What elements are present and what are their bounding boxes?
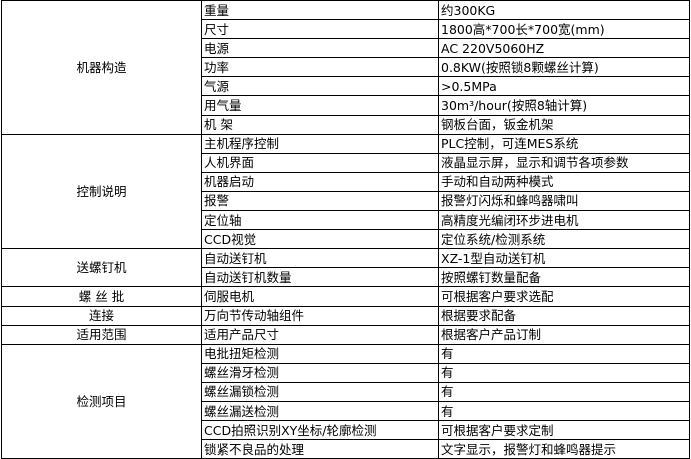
item-cell: 报警 [201, 190, 439, 212]
value-cell: 可根据客户要求定制 [438, 420, 690, 441]
value-cell: 30m³/hour(按照8轴计算) [438, 95, 690, 116]
table-row: 连接 万向节传动轴组件 根据要求配备 [1, 305, 690, 326]
category-cell: 适用范围 [1, 324, 202, 345]
value-cell: 文字显示，报警灯和蜂鸣器提示 [438, 439, 690, 459]
category-cell: 控制说明 [1, 133, 202, 250]
item-cell: 自动送钉机数量 [201, 267, 439, 288]
value-cell: 按照螺钉数量配备 [438, 267, 690, 288]
value-cell: 手动和自动两种模式 [438, 171, 690, 192]
item-cell: 气源 [201, 76, 439, 97]
table-row: 功率 0.8KW(按照锁8颗螺丝计算) [2, 57, 690, 78]
item-cell: 电源 [201, 38, 439, 59]
item-cell: 锁紧不良品的处理 [201, 439, 439, 459]
table-row: 机 架钢板台面，钣金机架 [2, 114, 690, 135]
value-cell: 有 [438, 362, 690, 383]
table-row: 人机界面 液晶显示屏，显示和调节各项参数 [2, 152, 690, 173]
category-cell: 检测项目 [1, 343, 202, 459]
table-row: 适用范围 适用产品尺寸 根据客户产品订制 [1, 324, 690, 345]
value-cell: 0.8KW(按照锁8颗螺丝计算) [438, 57, 690, 78]
item-cell: 重量 [201, 0, 439, 21]
table-row: 机器构造 重量 约300KG [1, 0, 690, 135]
table-row: 机器启动 手动和自动两种模式 [2, 171, 690, 192]
table-row: 定位轴 高精度光编闭环步进电机 [2, 210, 690, 231]
value-cell: 根据客户产品订制 [438, 324, 690, 345]
value-cell: AC 220V5060HZ [438, 38, 690, 59]
category-cell: 送螺钉机 [1, 248, 202, 288]
item-cell: 适用产品尺寸 [201, 324, 439, 345]
category-cell: 连接 [1, 305, 202, 326]
table-row: 报警 报警灯闪烁和蜂鸣器啸叫 [2, 190, 690, 212]
item-cell: 螺丝漏送检测 [201, 400, 439, 422]
value-cell: PLC控制，可连MES系统 [438, 133, 690, 154]
value-cell: 约300KG [438, 0, 690, 21]
value-cell: 可根据客户要求选配 [438, 286, 690, 307]
item-cell: 定位轴 [201, 210, 439, 231]
value-cell: XZ-1型自动送钉机 [438, 248, 690, 269]
value-cell: >0.5MPa [438, 76, 690, 97]
value-cell: 定位系统/检测系统 [438, 229, 690, 250]
value-cell: 钢板台面，钣金机架 [438, 114, 690, 135]
item-cell: 用气量 [201, 95, 439, 116]
item-cell: CCD拍照识别XY坐标/轮廓检测 [201, 420, 439, 441]
item-cell: 功率 [201, 57, 439, 78]
table-row: 用气量 30m³/hour(按照8轴计算) [2, 95, 690, 116]
category-cell: 机器构造 [1, 0, 202, 135]
item-cell: 人机界面 [201, 152, 439, 173]
table-row: 控制说明 主机程序控制 PLC控制，可连MES系统 [1, 133, 690, 250]
value-cell: 液晶显示屏，显示和调节各项参数 [438, 152, 690, 173]
category-cell: 螺 丝 批 [1, 286, 202, 307]
item-cell: 主机程序控制 [201, 133, 439, 154]
value-cell: 报警灯闪烁和蜂鸣器啸叫 [438, 190, 690, 212]
table-row: 螺 丝 批伺服电机 可根据客户要求选配 [1, 286, 690, 307]
item-cell: CCD视觉 [201, 229, 439, 250]
item-cell: 螺丝漏锁检测 [201, 381, 439, 402]
value-cell: 1800高*700长*700宽(mm) [438, 19, 690, 40]
table-row: 检测项目 电批扭矩检测有 [1, 343, 690, 459]
value-cell: 高精度光编闭环步进电机 [438, 210, 690, 231]
item-cell: 机器启动 [201, 171, 439, 192]
item-cell: 螺丝滑牙检测 [201, 362, 439, 383]
value-cell: 根据要求配备 [438, 305, 690, 326]
item-cell: 机 架 [201, 114, 439, 135]
value-cell: 有 [438, 400, 690, 422]
item-cell: 万向节传动轴组件 [201, 305, 439, 326]
value-cell: 有 [438, 381, 690, 402]
item-cell: 电批扭矩检测 [201, 343, 439, 364]
table-row: 锁紧不良品的处理 文字显示，报警灯和蜂鸣器提示 [2, 439, 690, 459]
table-row: 螺丝滑牙检测有 [2, 362, 690, 383]
table-row: CCD视觉 定位系统/检测系统 [2, 229, 690, 250]
item-cell: 自动送钉机 [201, 248, 439, 269]
item-cell: 伺服电机 [201, 286, 439, 307]
item-cell: 尺寸 [201, 19, 439, 40]
table-row: 送螺钉机 自动送钉机 XZ-1型自动送钉机 [1, 248, 690, 288]
value-cell: 有 [438, 343, 690, 364]
